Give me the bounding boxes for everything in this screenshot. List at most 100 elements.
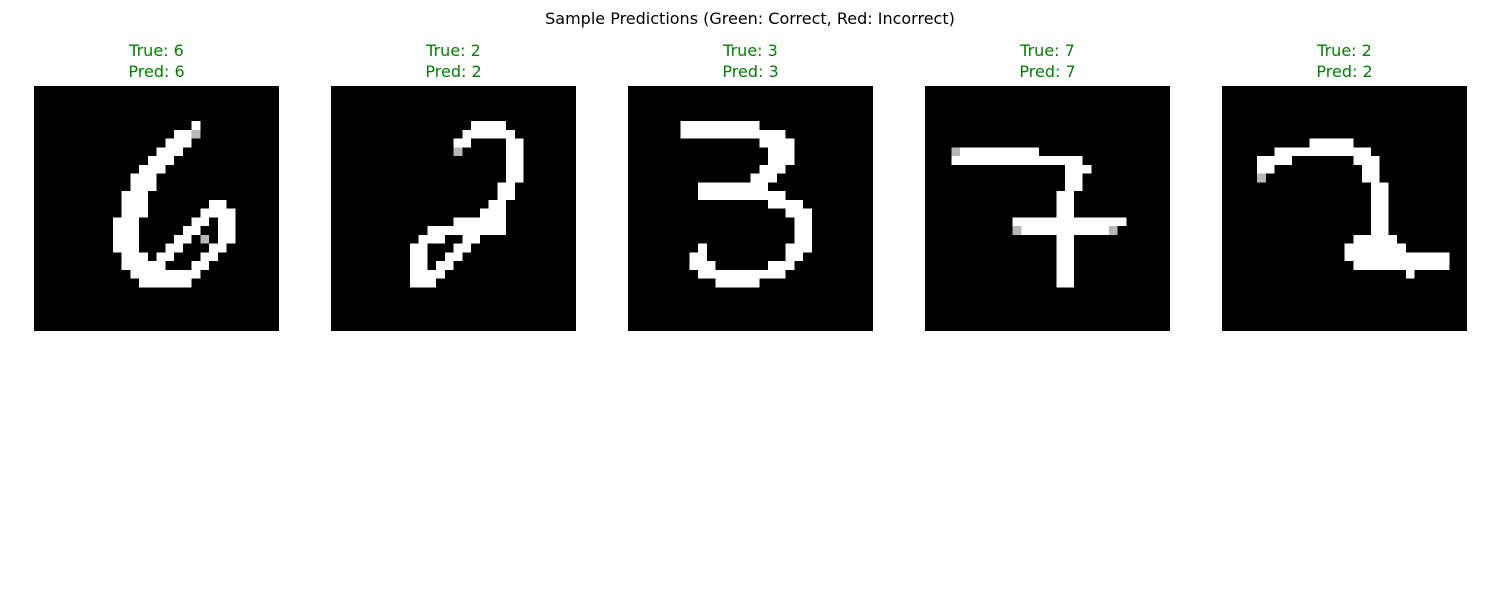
digit-pixel bbox=[1091, 217, 1100, 226]
digit-pixel bbox=[226, 226, 236, 235]
digit-pixel bbox=[121, 199, 131, 209]
digit-pixel bbox=[960, 147, 969, 156]
digit-pixel bbox=[514, 156, 524, 165]
digit-pixel bbox=[130, 261, 139, 270]
digit-pixel bbox=[759, 191, 768, 200]
digit-pixel bbox=[1309, 138, 1319, 148]
digit-pixel bbox=[418, 269, 428, 279]
digit-pixel bbox=[1065, 278, 1074, 288]
digit-pixel bbox=[1370, 199, 1380, 209]
digit-pixel bbox=[147, 269, 157, 279]
digit-pixel bbox=[1047, 217, 1057, 226]
digit-pixel bbox=[977, 156, 987, 165]
digit-pixel bbox=[1327, 138, 1336, 148]
digit-pixel bbox=[1265, 164, 1275, 174]
digit-pixel bbox=[1065, 226, 1074, 235]
digit-pixel bbox=[1030, 217, 1039, 226]
digit-pixel bbox=[506, 129, 515, 139]
digit-pixel bbox=[121, 208, 131, 218]
digit-pixel bbox=[1362, 243, 1371, 253]
digit-pixel bbox=[1038, 226, 1048, 235]
digit-pixel bbox=[785, 208, 795, 218]
digit-image-4 bbox=[925, 86, 1170, 331]
digit-pixel bbox=[741, 129, 751, 139]
digit-pixel bbox=[436, 269, 445, 279]
digit-pixel bbox=[1362, 156, 1371, 165]
digit-pixel bbox=[156, 278, 166, 288]
digit-pixel bbox=[209, 252, 218, 261]
digit-pixel bbox=[409, 252, 419, 261]
digit-pixel bbox=[418, 261, 428, 270]
digit-pixel bbox=[759, 164, 768, 174]
digit-pixel bbox=[1056, 278, 1065, 288]
digit-pixel bbox=[479, 129, 489, 139]
digit-pixel bbox=[1003, 147, 1013, 156]
digit-pixel bbox=[1318, 138, 1327, 148]
digit-pixel bbox=[968, 147, 978, 156]
digit-pixel bbox=[1082, 164, 1092, 174]
digit-pixel bbox=[156, 252, 166, 261]
digit-pixel bbox=[768, 269, 777, 279]
digit-pixel bbox=[1065, 234, 1074, 244]
digit-pixel bbox=[1082, 217, 1092, 226]
figure-title: Sample Predictions (Green: Correct, Red:… bbox=[545, 9, 955, 28]
digit-pixel bbox=[1073, 226, 1083, 235]
digit-pixel bbox=[1117, 217, 1127, 226]
digit-pixel bbox=[453, 226, 463, 235]
digit-pixel bbox=[698, 182, 707, 191]
digit-pixel bbox=[750, 269, 760, 279]
digit-pixel bbox=[130, 217, 139, 226]
digit-pixel bbox=[418, 234, 428, 244]
digit-pixel bbox=[1344, 243, 1354, 253]
digit-pixel bbox=[1362, 234, 1371, 244]
digit-pixel bbox=[506, 191, 515, 200]
digit-pixel bbox=[768, 173, 777, 183]
digit-pixel bbox=[803, 217, 812, 226]
digit-pixel bbox=[1056, 243, 1065, 253]
digit-pixel bbox=[803, 208, 812, 218]
digit-pixel bbox=[1370, 261, 1380, 270]
digit-pixel bbox=[1065, 191, 1074, 200]
prediction-caption-4: True: 7 Pred: 7 bbox=[925, 40, 1170, 82]
digit-pixel bbox=[803, 234, 812, 244]
prediction-caption-1: True: 6 Pred: 6 bbox=[34, 40, 279, 82]
digit-pixel bbox=[174, 234, 183, 244]
prediction-caption-2: True: 2 Pred: 2 bbox=[331, 40, 576, 82]
digit-pixel bbox=[1432, 261, 1441, 270]
digit-pixel bbox=[698, 191, 707, 200]
digit-pixel bbox=[741, 269, 751, 279]
digit-pixel bbox=[182, 234, 192, 244]
digit-pixel bbox=[680, 121, 690, 130]
digit-pixel bbox=[444, 252, 454, 261]
digit-pixel bbox=[1012, 147, 1022, 156]
digit-pixel bbox=[174, 147, 183, 156]
digit-pixel bbox=[715, 129, 725, 139]
digit-pixel bbox=[1056, 269, 1065, 279]
digit-pixel bbox=[706, 261, 716, 270]
digit-pixel bbox=[794, 243, 803, 253]
digit-pixel bbox=[776, 199, 786, 209]
digit-pixel bbox=[706, 121, 716, 130]
digit-pixel bbox=[1030, 147, 1039, 156]
digit-pixel bbox=[1065, 261, 1074, 270]
digit-pixel bbox=[427, 269, 436, 279]
digit-pixel bbox=[1397, 261, 1406, 270]
digit-pixel bbox=[1370, 226, 1380, 235]
digit-pixel bbox=[750, 191, 760, 200]
digit-pixel bbox=[1073, 164, 1083, 174]
digit-pixel bbox=[768, 156, 777, 165]
digit-pixel bbox=[776, 129, 786, 139]
digit-pixel bbox=[139, 191, 148, 200]
digit-pixel bbox=[1030, 226, 1039, 235]
digit-pixel bbox=[794, 252, 803, 261]
digit-pixel bbox=[995, 147, 1004, 156]
digit-pixel bbox=[785, 199, 795, 209]
digit-pixel bbox=[200, 234, 209, 244]
digit-pixel bbox=[951, 147, 960, 156]
digit-pixel bbox=[995, 156, 1004, 165]
digit-pixel bbox=[130, 269, 139, 279]
digit-pixel bbox=[1021, 147, 1030, 156]
true-label-text: True: 2 bbox=[1317, 41, 1372, 60]
digit-pixel bbox=[1056, 252, 1065, 261]
digit-pixel bbox=[506, 164, 515, 174]
